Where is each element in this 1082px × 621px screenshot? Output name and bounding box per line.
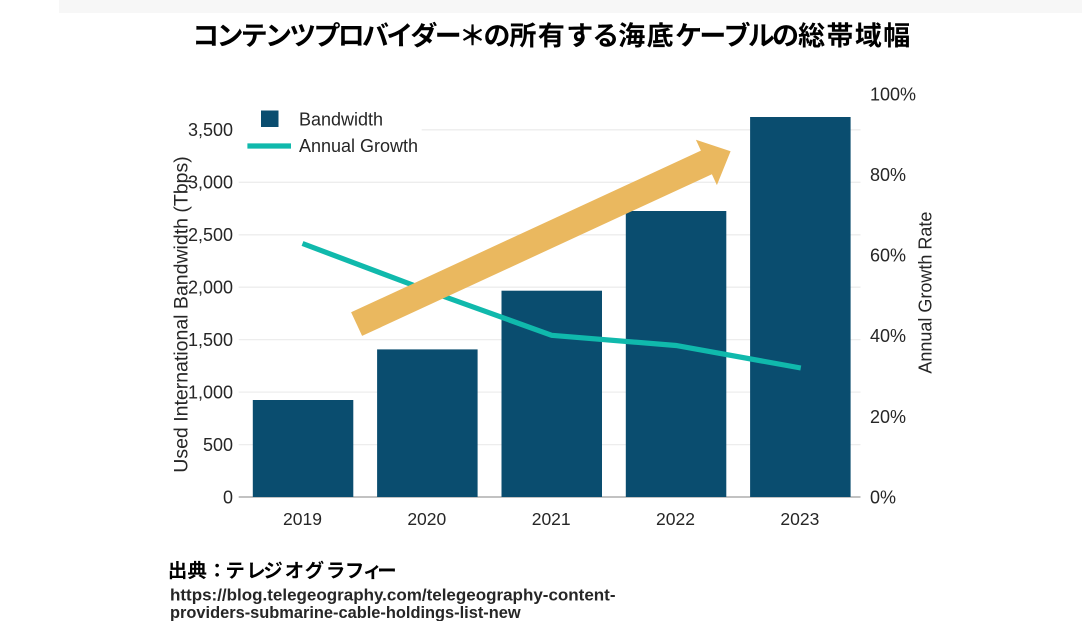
svg-text:3,500: 3,500 [188,120,233,140]
svg-text:100%: 100% [870,85,916,105]
svg-text:2,500: 2,500 [188,225,233,245]
svg-text:0%: 0% [870,487,896,507]
svg-text:40%: 40% [870,326,906,346]
svg-text:3,000: 3,000 [188,173,233,193]
svg-text:Annual Growth Rate: Annual Growth Rate [915,212,935,374]
svg-text:20%: 20% [870,407,906,427]
svg-text:0: 0 [223,487,233,507]
svg-text:Used International Bandwidth (: Used International Bandwidth (Tbps) [171,156,193,473]
svg-text:1,000: 1,000 [188,382,233,402]
svg-text:2021: 2021 [532,509,571,529]
svg-text:2020: 2020 [407,509,446,529]
svg-text:500: 500 [203,435,233,455]
svg-text:https://blog.telegeography.com: https://blog.telegeography.com/telegeogr… [170,586,616,605]
svg-text:2019: 2019 [283,509,322,529]
svg-text:providers-submarine-cable-hold: providers-submarine-cable-holdings-list-… [170,604,521,621]
svg-text:1,500: 1,500 [188,330,233,350]
svg-text:2,000: 2,000 [188,278,233,298]
svg-text:2023: 2023 [780,509,819,529]
svg-text:80%: 80% [870,165,906,185]
svg-text:Bandwidth: Bandwidth [299,110,383,130]
svg-text:60%: 60% [870,246,906,266]
svg-text:2022: 2022 [656,509,695,529]
svg-text:Annual Growth: Annual Growth [299,136,418,156]
